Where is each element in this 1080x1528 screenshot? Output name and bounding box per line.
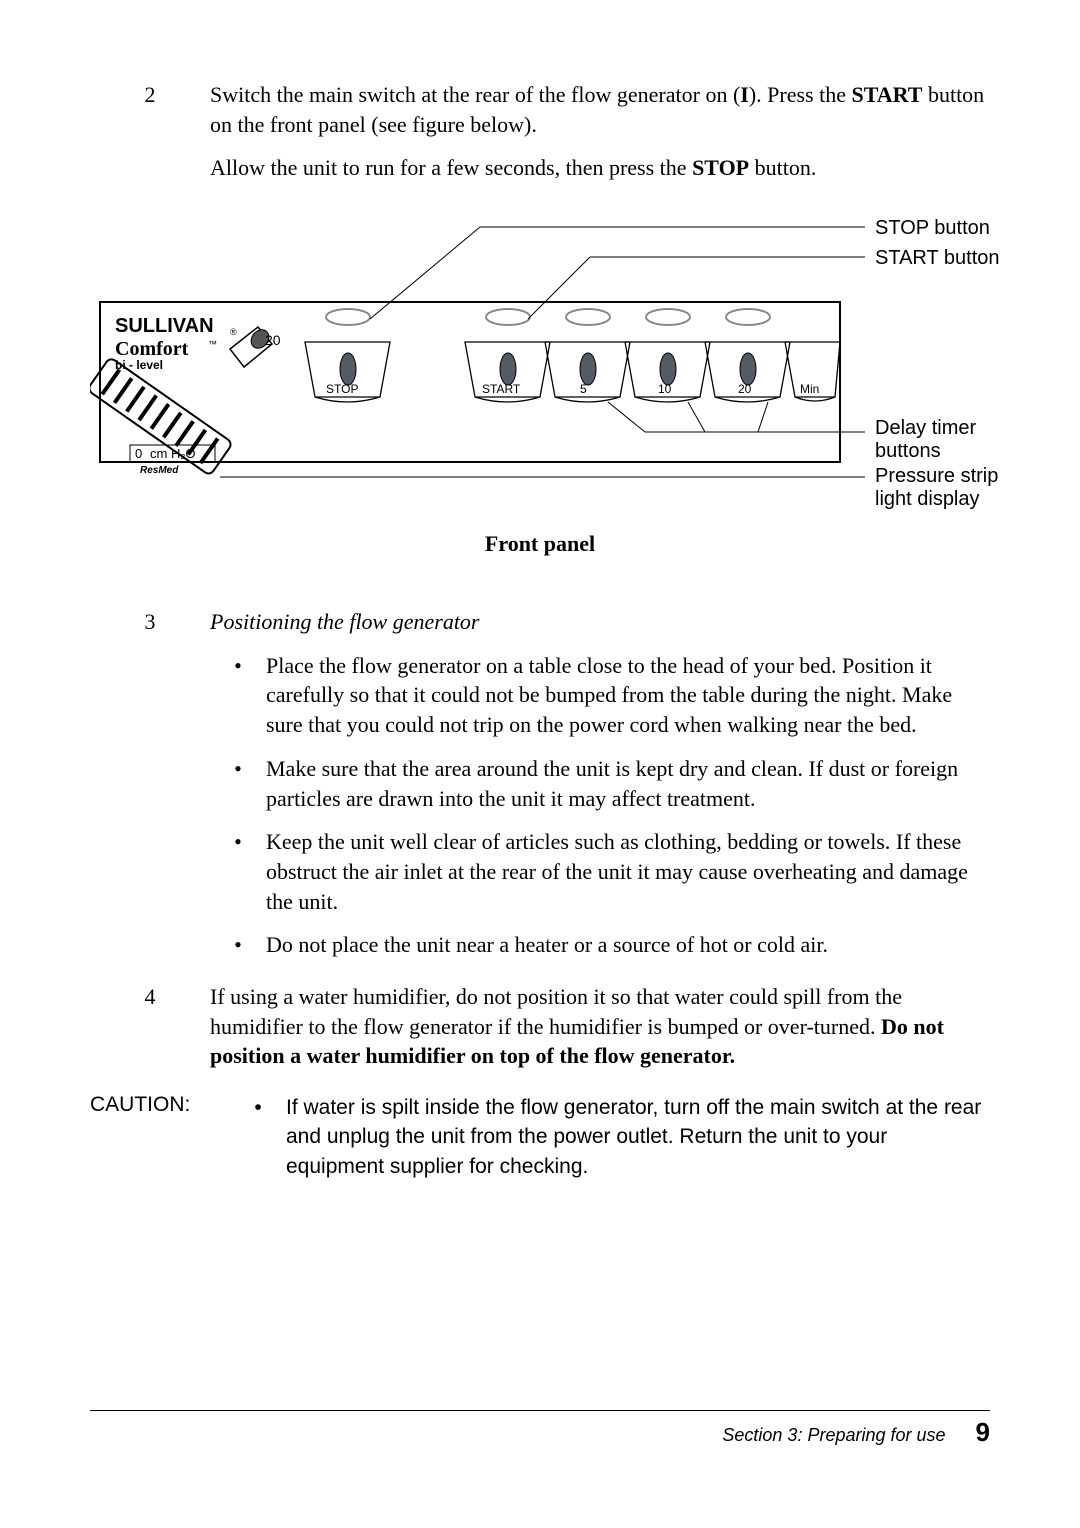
- svg-text:5: 5: [580, 382, 587, 396]
- step-4-number: 4: [90, 982, 210, 1085]
- list-item: •Place the flow generator on a table clo…: [210, 651, 990, 740]
- caution-body: • If water is spilt inside the flow gene…: [230, 1093, 990, 1181]
- footer: Section 3: Preparing for use 9: [90, 1410, 990, 1448]
- svg-text:START: START: [482, 382, 521, 396]
- svg-text:SULLIVAN: SULLIVAN: [115, 315, 214, 337]
- svg-text:20: 20: [738, 382, 752, 396]
- step-2-body: Switch the main switch at the rear of th…: [210, 80, 990, 197]
- step-4-body: If using a water humidifier, do not posi…: [210, 982, 990, 1085]
- footer-page: 9: [976, 1417, 990, 1448]
- svg-text:™: ™: [208, 339, 217, 349]
- svg-text:®: ®: [230, 327, 237, 337]
- step-2-para-2: Allow the unit to run for a few seconds,…: [210, 153, 990, 183]
- svg-text:0: 0: [135, 446, 142, 461]
- label-pressure-strip: Pressure strip light display: [875, 465, 998, 511]
- svg-text:Min: Min: [800, 382, 819, 396]
- footer-section: Section 3: Preparing for use: [722, 1425, 945, 1446]
- label-start-button: START button: [875, 247, 1000, 270]
- svg-text:Comfort: Comfort: [115, 338, 189, 360]
- step-4-text: If using a water humidifier, do not posi…: [210, 982, 990, 1071]
- step-3: 3 Positioning the flow generator •Place …: [90, 607, 990, 974]
- front-panel-diagram: SULLIVAN Comfort ™ ® bi - level: [90, 207, 1010, 527]
- step-3-number: 3: [90, 607, 210, 974]
- page-content: 2 Switch the main switch at the rear of …: [0, 0, 1080, 1241]
- step-2-para-1: Switch the main switch at the rear of th…: [210, 80, 990, 139]
- svg-text:ResMed: ResMed: [140, 465, 179, 476]
- caution-label: CAUTION:: [90, 1093, 230, 1181]
- step-4: 4 If using a water humidifier, do not po…: [90, 982, 990, 1085]
- svg-text:cm H₂O: cm H₂O: [150, 446, 196, 461]
- step-3-bullets: •Place the flow generator on a table clo…: [210, 651, 990, 960]
- svg-text:20: 20: [265, 332, 281, 348]
- step-2: 2 Switch the main switch at the rear of …: [90, 80, 990, 197]
- svg-text:STOP: STOP: [326, 382, 358, 396]
- svg-text:10: 10: [658, 382, 672, 396]
- list-item: •Keep the unit well clear of articles su…: [210, 827, 990, 916]
- step-3-body: Positioning the flow generator •Place th…: [210, 607, 990, 974]
- label-stop-button: STOP button: [875, 217, 990, 240]
- step-3-title: Positioning the flow generator: [210, 607, 990, 637]
- step-2-number: 2: [90, 80, 210, 197]
- caution-block: CAUTION: • If water is spilt inside the …: [90, 1093, 990, 1181]
- diagram-caption: Front panel: [90, 531, 990, 557]
- label-delay-timer: Delay timer buttons: [875, 417, 976, 463]
- caution-text: If water is spilt inside the flow genera…: [286, 1093, 990, 1181]
- diagram-svg: SULLIVAN Comfort ™ ® bi - level: [90, 207, 1010, 527]
- list-item: •Do not place the unit near a heater or …: [210, 930, 990, 960]
- list-item: •Make sure that the area around the unit…: [210, 754, 990, 813]
